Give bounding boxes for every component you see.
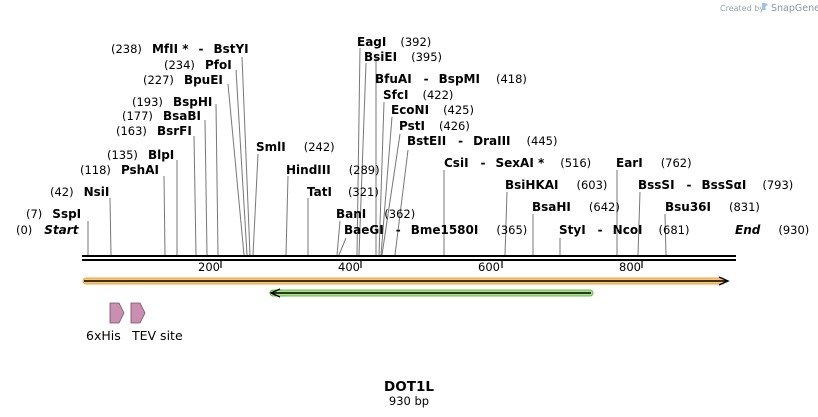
site-blpi: (135) BlpI [107,146,174,163]
site-econi: EcoNI (425) [391,101,474,118]
orf-arrow-orange [82,276,730,286]
backbone-bottom-strand [82,259,736,261]
dna-backbone [82,255,736,261]
orf-arrow-green [269,288,594,298]
site-hindiii: HindIII (289) [286,161,380,178]
leader-hindiii [285,175,289,256]
axis-tick-600: 600 [478,260,503,274]
credit-created-by: Created by [720,4,764,13]
credit-brand: SnapGene [771,3,818,14]
leader-bsiei [358,62,367,256]
site-bfuai-bspmi: BfuAI - BspMI (418) [375,70,527,87]
site-mfii-bstyi: (238) MfII * - BstYI [111,40,249,57]
feature-tev-site-icon [130,302,146,324]
site-bsteii-draiii: BstEII - DraIII (445) [407,132,557,149]
site-bpuei: (227) BpuEI [143,71,223,88]
leader-bsabi [204,119,208,256]
feature-tev-site-label: TEV site [131,328,183,343]
leader-bsssi [637,191,641,256]
site-nsii: (42) NsiI [50,183,109,200]
site-bsu36i: Bsu36I (831) [665,198,760,215]
snapgene-credit: Created by SnapGene [720,2,818,14]
feature-tev-site: TEV site [130,302,183,343]
axis-tick-800: 800 [619,260,643,274]
feature-6xhis: 6xHis [86,302,125,343]
site-end: End (930) [735,221,809,238]
site-bsiei: BsiEI (395) [364,48,442,65]
leader-pfoi [235,69,248,256]
map-length: 930 bp [389,394,429,408]
leader-bsteii [394,149,409,256]
leader-econi [380,116,393,256]
site-psti: PstI (426) [399,117,470,134]
restriction-site-labels: (0) Start (7) SspI (42) NsiI (118) PshAI… [16,33,809,238]
leader-mfii [241,56,251,256]
site-sfci: SfcI (422) [383,86,453,103]
leader-psti [381,133,401,256]
site-start-pos: (0) [16,223,32,237]
map-title: DOT1L [384,379,434,395]
leader-bsrfi [193,135,197,256]
site-bsabi: (177) BsaBI [122,107,201,124]
site-bsssi-bsssai: BssSI - BssSαI (793) [638,176,793,193]
leader-baegi [338,237,347,256]
site-tati: TatI (321) [307,183,379,200]
site-start: (0) Start [16,221,80,238]
svg-text:200: 200 [198,260,220,274]
site-eari: EarI (762) [616,154,692,171]
svg-text:600: 600 [478,260,500,274]
leader-nsii [109,197,112,256]
site-baegi-bme1580i: BaeGI - Bme1580I (365) [344,221,527,238]
site-pshai: (118) PshAI [80,161,159,178]
site-bsahi: BsaHI (642) [532,198,620,215]
leader-bsihkai [504,191,508,256]
leader-bpuei [227,83,245,256]
site-sspi: (7) SspI [26,205,81,222]
site-start-name: Start [44,223,79,237]
leader-bsphi [215,103,219,256]
feature-6xhis-label: 6xHis [86,328,121,343]
leader-smli [252,153,259,256]
site-leader-lines [87,47,667,256]
leader-sfci [378,101,385,256]
backbone-top-strand [82,255,736,257]
svg-text:800: 800 [619,260,641,274]
site-bsphi: (193) BspHI [132,93,212,110]
site-eagi: EagI (392) [357,33,431,50]
leader-bani [336,220,341,256]
site-csii-sexai: CsiI - SexAI * (516) [444,154,591,171]
leader-pshai [163,175,166,256]
site-styi-ncoi: StyI - NcoI (681) [559,221,689,238]
feature-6xhis-icon [109,302,125,324]
axis-tick-400: 400 [338,260,362,274]
site-bani: BanI (362) [336,205,415,222]
site-bsihkai: BsiHKAI (603) [505,176,607,193]
leader-eagi [356,47,361,256]
axis-tick-200: 200 [198,260,222,274]
site-bsrfi: (163) BsrFI [116,122,192,139]
bp-axis: 200 400 600 800 [198,260,643,274]
site-smli: SmlI (242) [256,138,335,155]
site-pfoi: (234) PfoI [164,56,232,73]
svg-text:400: 400 [338,260,360,274]
leader-bsu36i [664,213,667,256]
snapgene-logo-icon [762,2,768,11]
